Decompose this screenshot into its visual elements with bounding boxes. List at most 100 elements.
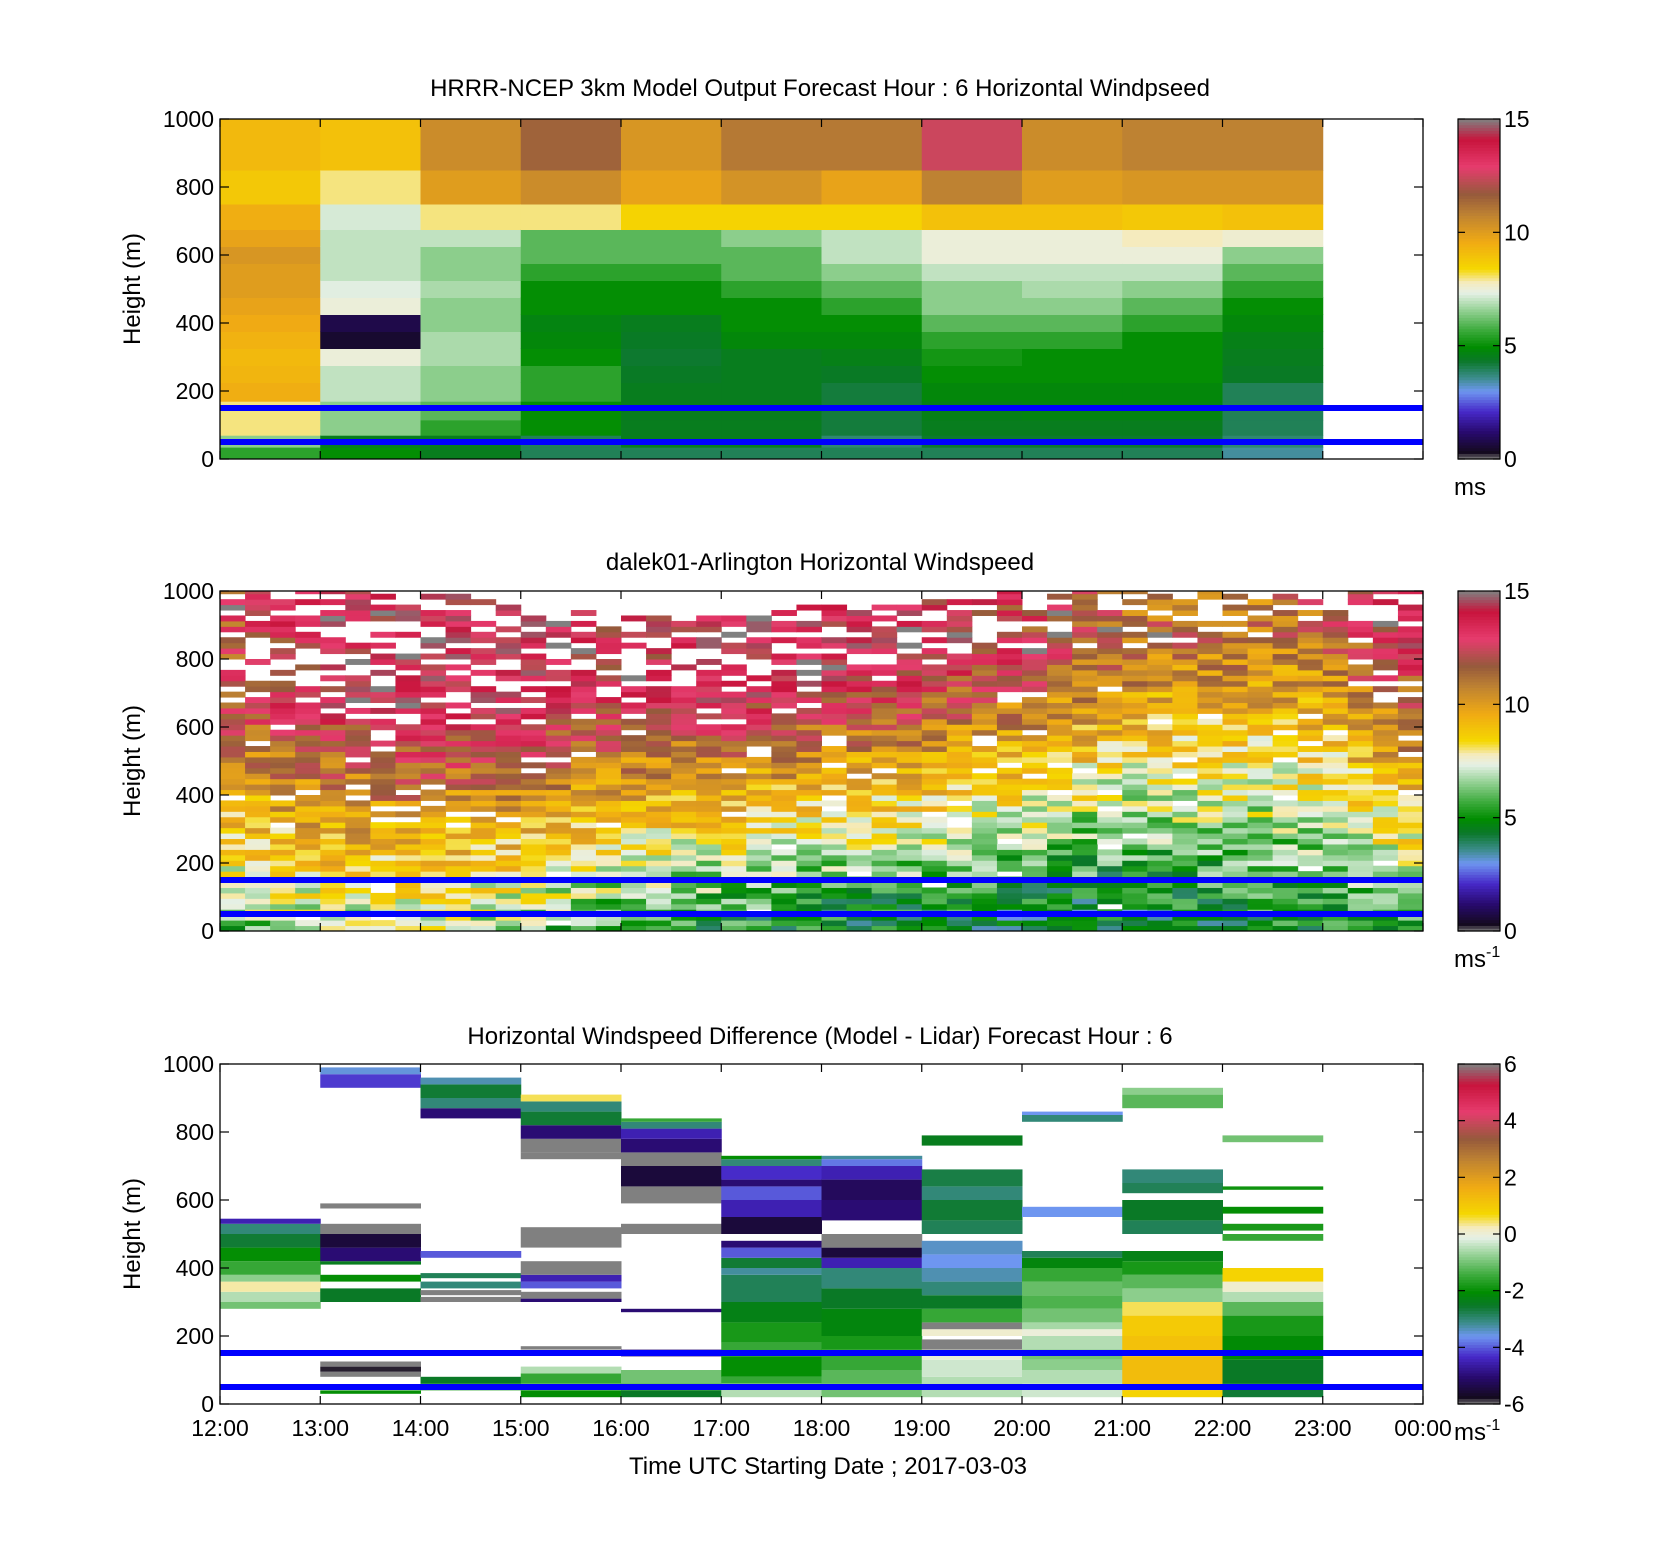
heatmap-cell [520, 631, 547, 638]
heatmap-cell [746, 822, 772, 829]
heatmap-cell [1347, 892, 1374, 899]
heatmap-cell [1172, 833, 1198, 840]
colorbar-segment [1458, 625, 1500, 629]
heatmap-cell [220, 735, 246, 742]
heatmap-cell [245, 838, 271, 845]
heatmap-cell [470, 925, 497, 932]
heatmap-cell [320, 811, 346, 818]
heatmap-cell [1197, 892, 1223, 899]
colorbar-tick-label: 15 [1504, 106, 1530, 132]
heatmap-cell [996, 854, 1023, 861]
heatmap-cell [395, 887, 421, 894]
heatmap-cell [395, 854, 421, 861]
colorbar-segment [1458, 1324, 1500, 1329]
colorbar-segment [1458, 1316, 1500, 1320]
heatmap-cell [746, 800, 772, 807]
heatmap-cell [821, 887, 848, 894]
heatmap-cell [996, 756, 1023, 763]
heatmap-cell [1047, 903, 1073, 910]
heatmap-cell [971, 887, 998, 894]
heatmap-cell [1397, 659, 1424, 665]
colorbar-tick-label: 15 [1504, 578, 1530, 604]
heatmap-cell [370, 920, 396, 927]
heatmap-cell [671, 735, 697, 742]
heatmap-cell [621, 724, 647, 731]
heatmap-cell [1272, 740, 1299, 747]
heatmap-cell [1172, 724, 1198, 731]
heatmap-cell [1322, 898, 1349, 905]
heatmap-cell [320, 816, 346, 823]
heatmap-cell [921, 1359, 1023, 1377]
heatmap-cell [1372, 925, 1399, 932]
heatmap-cell [946, 631, 973, 638]
heatmap-cell [1097, 833, 1123, 840]
heatmap-cell [370, 827, 396, 834]
heatmap-cell [1372, 724, 1399, 731]
heatmap-cell [220, 860, 246, 867]
heatmap-cell [495, 800, 522, 807]
heatmap-cell [621, 778, 647, 785]
heatmap-cell [1397, 811, 1424, 818]
x-tick-label: 23:00 [1294, 1415, 1352, 1441]
heatmap-cell [921, 833, 948, 840]
heatmap-cell [220, 447, 321, 460]
heatmap-cell [320, 903, 346, 910]
heatmap-cell [921, 865, 948, 872]
heatmap-cell [545, 778, 572, 785]
colorbar-segment [1458, 761, 1500, 765]
colorbar-segment [1458, 840, 1500, 844]
heatmap-cell [1047, 800, 1073, 807]
heatmap-cell [245, 865, 271, 872]
colorbar-segment [1458, 442, 1500, 446]
heatmap-cell [1122, 849, 1148, 856]
heatmap-cell [495, 898, 522, 905]
colorbar-segment [1458, 1137, 1500, 1142]
colorbar-segment [1458, 1146, 1500, 1150]
heatmap-cell [270, 773, 296, 780]
heatmap-cell [796, 756, 822, 763]
heatmap-cell [420, 914, 447, 921]
heatmap-cell [721, 746, 747, 752]
heatmap-cell [270, 871, 296, 878]
heatmap-cell [621, 642, 647, 649]
heatmap-cell [520, 1390, 622, 1398]
heatmap-cell [1047, 892, 1073, 899]
heatmap-cell [470, 805, 497, 812]
heatmap-cell [796, 784, 822, 791]
heatmap-cell [846, 724, 873, 731]
heatmap-cell [220, 751, 246, 758]
heatmap-cell [996, 591, 1023, 595]
heatmap-cell [320, 740, 346, 747]
heatmap-cell [245, 718, 271, 725]
heatmap-cell [746, 735, 772, 742]
heatmap-cell [796, 778, 822, 785]
heatmap-cell [245, 735, 271, 742]
heatmap-cell [896, 805, 923, 812]
colorbar-segment [1458, 243, 1500, 248]
colorbar-segment [1458, 1194, 1500, 1198]
heatmap-cell [445, 724, 472, 731]
heatmap-cell [971, 795, 998, 801]
heatmap-cell [345, 882, 371, 888]
heatmap-cell [295, 778, 321, 785]
heatmap-cell [395, 843, 421, 850]
heatmap-cell [1072, 591, 1098, 595]
heatmap-cell [746, 702, 772, 709]
heatmap-cell [821, 833, 848, 840]
heatmap-cell [771, 637, 797, 644]
heatmap-cell [721, 1257, 822, 1268]
heatmap-cell [1147, 914, 1173, 921]
heatmap-cell [545, 849, 572, 856]
heatmap-cell [621, 898, 647, 905]
heatmap-cell [1072, 865, 1098, 872]
heatmap-cell [270, 599, 296, 606]
heatmap-cell [395, 914, 421, 921]
heatmap-cell [320, 697, 346, 704]
heatmap-cell [1247, 756, 1274, 763]
heatmap-cell [971, 892, 998, 899]
heatmap-cell [345, 610, 371, 616]
heatmap-cell [470, 599, 497, 606]
heatmap-cell [1022, 1322, 1123, 1330]
heatmap-cell [1097, 751, 1123, 758]
colorbar-segment [1458, 1384, 1500, 1388]
